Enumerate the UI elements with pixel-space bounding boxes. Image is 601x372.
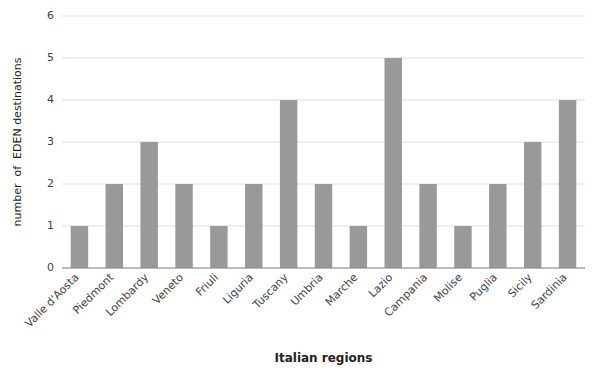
x-tick-label: Umbria: [288, 271, 326, 309]
bar: [454, 226, 471, 268]
x-tick-label: Sardinia: [529, 271, 570, 312]
y-axis-label: number of EDEN destinations: [11, 57, 24, 226]
chart-container: 0 1 2 3 4 5 6 Valle d'AostaPiedmontLombardyVene…: [0, 0, 601, 372]
x-tick-label: Lazio: [366, 271, 395, 300]
bar: [106, 184, 123, 268]
x-tick-label: Marche: [323, 271, 361, 309]
bar: [175, 184, 192, 268]
y-axis: 0 1 2 3 4 5 6: [47, 9, 585, 274]
y-tick-label: 3: [47, 135, 54, 148]
x-tick-label: Sicily: [505, 271, 535, 301]
bar: [210, 226, 227, 268]
bar: [385, 58, 402, 268]
bar: [140, 142, 157, 268]
grid-line: [62, 58, 585, 59]
bar: [559, 100, 576, 268]
y-tick-label: 4: [47, 93, 54, 106]
chart: 0 1 2 3 4 5 6 Valle d'AostaPiedmontLombardyVene…: [0, 0, 601, 372]
bar: [350, 226, 367, 268]
grid-line: [62, 16, 585, 17]
y-tick-label: 0: [47, 261, 54, 274]
x-tick-label: Veneto: [150, 271, 186, 307]
grid-line: [62, 268, 585, 269]
x-tick-label: Valle d'Aosta: [22, 271, 81, 330]
y-tick-label: 6: [47, 9, 54, 22]
bar: [419, 184, 436, 268]
x-axis: Valle d'AostaPiedmontLombardyVenetoFriul…: [22, 268, 585, 330]
y-tick-label: 5: [47, 51, 54, 64]
x-tick-label: Tuscany: [250, 271, 291, 312]
bar: [280, 100, 297, 268]
bar: [315, 184, 332, 268]
bars: [71, 58, 577, 268]
x-axis-label: Italian regions: [274, 351, 372, 365]
x-tick-label: Friuli: [193, 271, 221, 299]
bar: [245, 184, 262, 268]
y-tick-label: 2: [47, 177, 54, 190]
x-tick-label: Puglia: [467, 271, 500, 304]
x-axis-line: [62, 268, 585, 269]
x-tick-label: Lombardy: [103, 271, 151, 319]
y-tick-label: 1: [47, 219, 54, 232]
x-tick-label: Campania: [382, 271, 431, 320]
x-tick-label: Molise: [431, 271, 465, 305]
grid-line: [62, 100, 585, 101]
bar: [71, 226, 88, 268]
bar: [524, 142, 541, 268]
bar: [489, 184, 506, 268]
